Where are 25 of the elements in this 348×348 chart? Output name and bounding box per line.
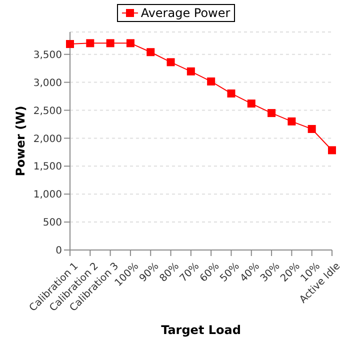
y-tick-label: 2,000 bbox=[33, 134, 62, 145]
y-tick-label: 3,500 bbox=[33, 50, 62, 61]
point bbox=[126, 39, 134, 48]
y-axis-title: Power (W) bbox=[13, 106, 28, 176]
y-tick-label: 1,500 bbox=[33, 162, 62, 173]
point bbox=[227, 89, 236, 98]
point bbox=[166, 58, 175, 66]
point bbox=[207, 77, 216, 86]
legend-label: Average Power bbox=[116, 4, 236, 22]
y-tick-label: 3,000 bbox=[33, 78, 62, 89]
y-tick-label: 0 bbox=[56, 246, 62, 257]
point bbox=[186, 67, 195, 76]
y-tick-label: 2,500 bbox=[33, 106, 62, 117]
point bbox=[247, 100, 256, 108]
point bbox=[308, 124, 316, 133]
point bbox=[106, 39, 114, 48]
point bbox=[66, 40, 74, 48]
y-tick-label: 1,000 bbox=[33, 190, 62, 201]
point bbox=[328, 146, 336, 154]
y-tick-label: 500 bbox=[42, 218, 62, 229]
point bbox=[288, 117, 296, 126]
point bbox=[86, 39, 94, 48]
point bbox=[268, 109, 276, 118]
x-axis-title: Target Load bbox=[161, 323, 241, 337]
point bbox=[146, 48, 155, 56]
